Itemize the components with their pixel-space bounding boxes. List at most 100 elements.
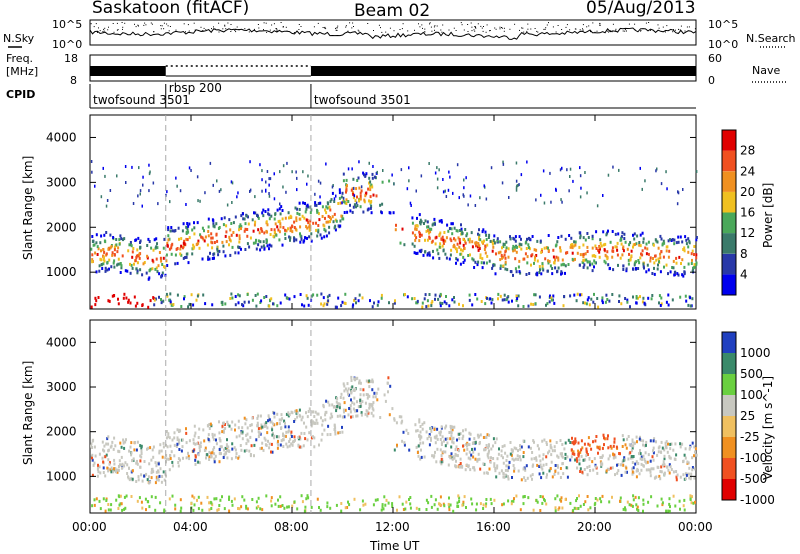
- power-cell: [314, 192, 316, 196]
- velocity-cell: [110, 503, 113, 507]
- power-cell: [190, 293, 193, 297]
- power-cell: [252, 241, 255, 245]
- power-cell: [593, 292, 595, 296]
- noise-search-point: [582, 28, 583, 30]
- power-cell: [564, 237, 567, 241]
- velocity-cell: [136, 459, 138, 463]
- velocity-cell: [695, 453, 698, 457]
- power-cell: [308, 235, 311, 239]
- velocity-cell: [472, 441, 474, 445]
- velocity-cell: [532, 439, 535, 443]
- velocity-cell: [160, 449, 163, 453]
- velocity-cell: [439, 430, 442, 434]
- power-cell: [642, 296, 645, 300]
- noise-search-point: [104, 27, 106, 29]
- power-cell: [654, 238, 657, 242]
- velocity-cell: [560, 499, 563, 503]
- power-cell: [401, 227, 404, 231]
- power-cell: [294, 227, 297, 231]
- power-cell: [352, 196, 355, 200]
- noise-search-point: [347, 30, 349, 32]
- velocity-cell: [265, 421, 268, 425]
- power-cell: [320, 236, 323, 240]
- power-cell: [265, 295, 268, 298]
- velocity-cell: [213, 460, 216, 464]
- power-cell: [270, 228, 273, 232]
- velocity-cell: [159, 443, 162, 447]
- power-cell: [451, 298, 454, 302]
- velocity-cell: [250, 423, 253, 427]
- velocity-cell: [529, 446, 532, 450]
- power-cell: [683, 265, 686, 269]
- power-cell: [644, 246, 647, 250]
- power-cell: [556, 269, 559, 273]
- velocity-cell: [90, 442, 93, 446]
- power-cell: [361, 296, 364, 300]
- power-cell: [463, 194, 465, 198]
- power-cell: [460, 227, 463, 231]
- power-cell: [376, 170, 378, 174]
- velocity-cell: [450, 452, 453, 456]
- power-cell: [139, 241, 141, 244]
- velocity-cell: [657, 446, 660, 450]
- velocity-cell: [333, 428, 336, 431]
- power-cell: [574, 240, 577, 244]
- power-cell: [315, 203, 318, 207]
- velocity-cell: [295, 409, 298, 413]
- noise-search-point: [99, 30, 101, 32]
- velocity-cell: [472, 466, 475, 470]
- velocity-cell: [338, 402, 341, 406]
- velocity-cell: [321, 432, 324, 436]
- power-cell: [238, 234, 241, 238]
- velocity-cell: [203, 449, 206, 452]
- power-cell: [453, 226, 456, 230]
- noise-search-point: [407, 30, 409, 32]
- power-cell: [147, 237, 150, 241]
- velocity-cell: [381, 503, 384, 507]
- noise-search-point: [116, 22, 118, 24]
- power-cell: [196, 221, 199, 225]
- power-cell: [164, 266, 167, 269]
- velocity-cell: [448, 508, 451, 512]
- velocity-cell: [166, 445, 169, 449]
- power-cell: [197, 199, 199, 203]
- power-cell: [174, 253, 177, 257]
- velocity-cell: [642, 439, 645, 443]
- noise-search-point: [546, 24, 548, 26]
- noise-search-point: [358, 30, 360, 32]
- velocity-cell: [355, 377, 358, 381]
- power-cell: [564, 271, 566, 275]
- power-cell: [485, 197, 488, 201]
- velocity-cell: [212, 437, 215, 441]
- velocity-cell: [550, 453, 553, 457]
- velocity-cell: [640, 462, 643, 466]
- power-cell: [136, 269, 139, 273]
- velocity-cell: [669, 505, 671, 509]
- power-cell: [515, 186, 518, 190]
- velocity-cell: [505, 459, 508, 462]
- power-cell: [534, 302, 537, 306]
- power-cell: [507, 300, 510, 304]
- power-cell: [504, 262, 507, 266]
- velocity-cell: [370, 411, 373, 415]
- velocity-cell: [344, 506, 347, 510]
- power-cell: [605, 293, 608, 297]
- power-cell: [186, 238, 189, 242]
- power-cell: [91, 253, 94, 257]
- power-cell: [685, 299, 688, 303]
- velocity-cell: [141, 506, 144, 510]
- power-cell: [199, 199, 201, 203]
- velocity-cell: [93, 461, 96, 465]
- velocity-cell: [545, 441, 548, 444]
- power-cell: [94, 184, 96, 188]
- power-cell: [638, 261, 641, 265]
- velocity-cell: [401, 502, 404, 506]
- power-cell: [660, 237, 663, 241]
- velocity-cell: [361, 499, 364, 503]
- power-cell: [358, 199, 361, 203]
- velocity-cell: [102, 448, 104, 452]
- power-cell: [589, 263, 591, 267]
- colorbar-swatch: [722, 171, 736, 192]
- power-cell: [357, 299, 360, 303]
- velocity-cell: [321, 419, 324, 423]
